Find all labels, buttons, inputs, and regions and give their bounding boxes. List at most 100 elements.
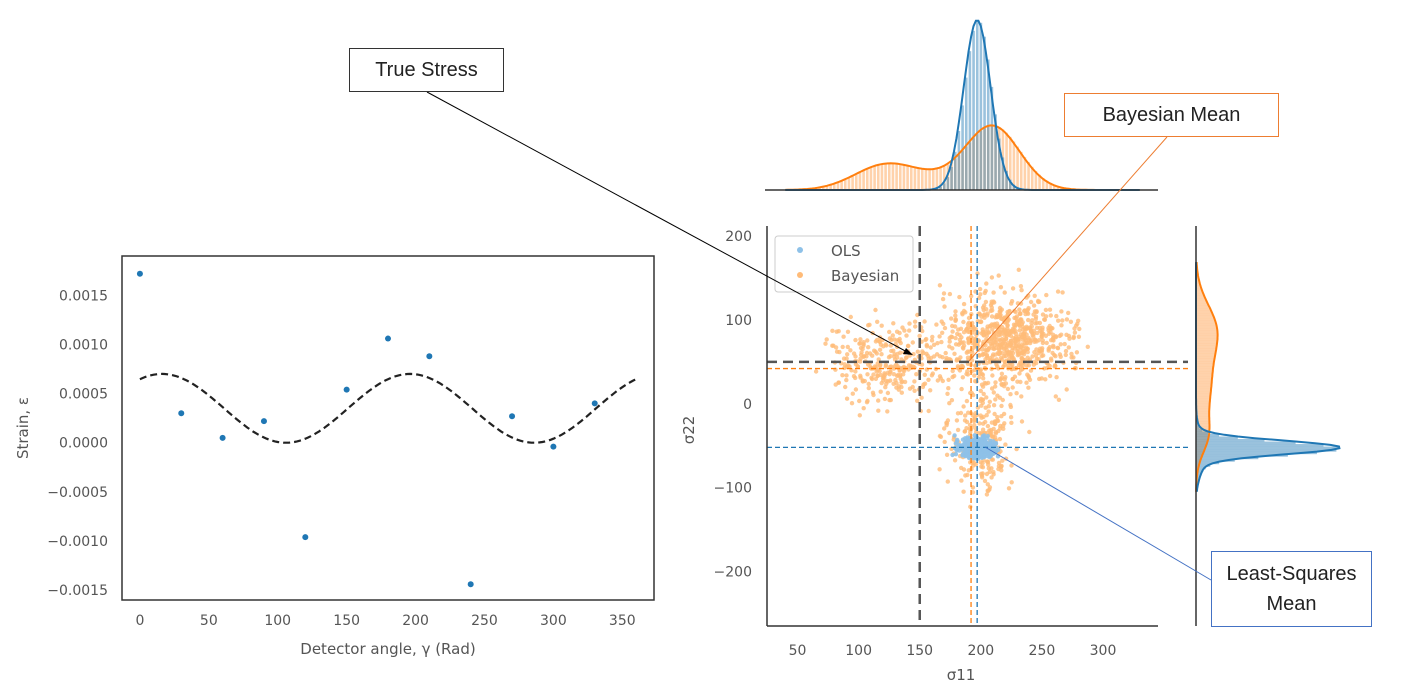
ols-point: [960, 437, 966, 442]
bayes-point: [950, 329, 955, 334]
bayes-point: [1022, 308, 1027, 313]
ols-point: [982, 453, 987, 458]
bayes-point: [982, 290, 987, 296]
bayes-point: [894, 380, 899, 386]
bayes-point: [1010, 385, 1015, 390]
bayes-point: [1035, 298, 1041, 304]
bayes-point: [1000, 341, 1005, 346]
bayes-point: [848, 314, 853, 320]
bayes-point: [1014, 314, 1020, 319]
strain-x-label: Detector angle, γ (Rad): [300, 640, 475, 658]
right-hist-bar-bayes: [1196, 418, 1210, 422]
right-hist-bar-ols: [1196, 451, 1317, 455]
right-hist-bar-bayes: [1196, 393, 1211, 397]
strain-y-tick-label: −0.0010: [47, 534, 108, 550]
bayes-point: [999, 403, 1004, 409]
bayes-point: [976, 375, 982, 380]
bayes-mean-arrow: [968, 136, 1168, 362]
bayes-point: [960, 310, 965, 316]
top-hist-bar-bayes: [876, 165, 880, 190]
right-hist-bar-ols: [1196, 461, 1220, 465]
bayesian-mean-callout-text: Bayesian Mean: [1102, 104, 1241, 126]
bayes-point: [919, 395, 924, 400]
top-hist-bar-bayes: [884, 163, 887, 190]
bayes-point: [1011, 330, 1016, 335]
bayes-point: [940, 296, 946, 302]
bayes-point: [971, 326, 977, 331]
bayes-point: [986, 404, 991, 409]
bayes-point: [944, 423, 949, 428]
bayes-point: [878, 362, 883, 367]
top-hist-bar-ols: [994, 114, 997, 190]
top-hist-bar-bayes: [887, 163, 891, 190]
top-hist-bar-ols: [939, 186, 942, 190]
bayes-point: [960, 345, 966, 350]
bayes-point: [861, 340, 866, 345]
bayes-point: [1011, 322, 1017, 327]
bayes-point: [990, 373, 995, 378]
right-hist-bar-ols: [1196, 449, 1337, 452]
right-hist-bar-bayes: [1196, 464, 1200, 467]
bayes-point: [961, 489, 966, 494]
bayes-point: [890, 333, 895, 338]
bayes-point: [1040, 338, 1046, 343]
ols-point: [989, 451, 995, 456]
top-hist-bar-bayes: [953, 158, 957, 190]
least-squares-callout-line2: Mean: [1266, 593, 1317, 615]
top-hist-bar-bayes: [862, 170, 865, 190]
bayes-point: [930, 371, 935, 376]
strain-x-tick-label: 50: [200, 613, 218, 629]
bayes-point: [983, 299, 989, 305]
bayes-point: [980, 465, 986, 470]
strain-chart: 0 50 100 150 200 250 300 350 0.0015 0.0010 0.0005…: [14, 255, 655, 658]
bayes-point: [851, 351, 857, 356]
bayes-point: [959, 340, 964, 345]
bayes-point: [1005, 386, 1011, 392]
bayes-point: [1008, 402, 1013, 408]
bayes-point: [989, 314, 995, 319]
bayes-point: [865, 398, 870, 404]
joint-y-tick-label: 200: [725, 229, 752, 245]
right-hist-bar-ols: [1196, 479, 1200, 482]
right-hist-bar-ols: [1196, 476, 1201, 480]
right-hist-bar-ols: [1196, 444, 1324, 447]
bayes-point: [1017, 307, 1022, 312]
bayes-point: [1008, 415, 1014, 420]
bayes-point: [997, 436, 1003, 442]
bayes-point: [920, 384, 926, 390]
bayes-point: [844, 356, 849, 361]
top-hist-bar-bayes: [821, 186, 825, 190]
bayes-point: [952, 458, 958, 463]
right-hist-bar-bayes: [1196, 355, 1215, 359]
bayes-point: [920, 328, 925, 334]
bayes-point: [961, 301, 967, 307]
bayes-point: [924, 336, 929, 342]
bayes-point: [1055, 289, 1061, 294]
bayes-point: [998, 285, 1004, 290]
bayes-point: [910, 340, 915, 345]
top-hist-bar-bayes: [840, 181, 843, 190]
bayes-point: [1044, 292, 1049, 298]
bayes-point: [1050, 332, 1056, 337]
top-hist-bar-bayes: [924, 169, 928, 190]
bayes-point: [888, 397, 893, 403]
right-hist-bar-bayes: [1196, 353, 1216, 357]
bayes-point: [1000, 397, 1005, 403]
bayes-point: [976, 431, 982, 436]
bayes-point: [875, 373, 880, 379]
bayes-point: [952, 351, 957, 356]
bayes-point: [930, 334, 935, 340]
bayes-point: [1033, 353, 1039, 358]
bayes-point: [1051, 345, 1056, 350]
strain-x-tick-label: 350: [609, 613, 636, 629]
bayes-point: [996, 332, 1002, 338]
bayes-point: [1043, 333, 1049, 338]
strain-y-tick-label: 0.0000: [59, 436, 108, 452]
bayes-point: [858, 375, 863, 380]
bayes-point: [950, 346, 955, 351]
true-stress-callout-text: True Stress: [375, 59, 478, 81]
top-hist-bar-ols: [957, 130, 961, 190]
bayes-point: [985, 488, 990, 493]
top-hist-bar-bayes: [920, 168, 924, 190]
joint-y-tick-label: 100: [725, 313, 752, 329]
